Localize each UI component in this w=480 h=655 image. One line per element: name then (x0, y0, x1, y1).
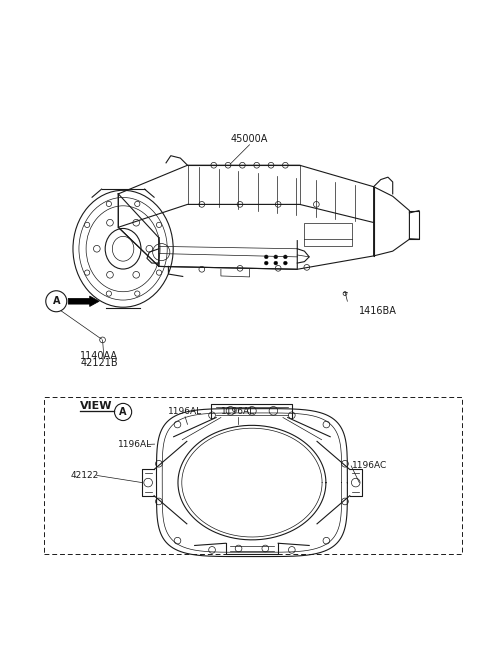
Circle shape (288, 546, 295, 553)
Circle shape (226, 407, 235, 415)
Circle shape (209, 546, 216, 553)
Circle shape (276, 202, 281, 207)
Circle shape (288, 412, 295, 419)
Circle shape (106, 291, 111, 296)
Circle shape (283, 261, 287, 265)
Circle shape (107, 271, 113, 278)
Text: 1196AL: 1196AL (168, 407, 202, 416)
Text: VIEW: VIEW (80, 401, 113, 411)
Circle shape (133, 271, 140, 278)
Circle shape (107, 219, 113, 226)
Circle shape (135, 291, 140, 296)
Circle shape (283, 255, 287, 259)
Circle shape (144, 478, 153, 487)
Text: 45000A: 45000A (231, 134, 268, 143)
Circle shape (106, 201, 111, 206)
Circle shape (211, 162, 216, 168)
FancyArrow shape (68, 296, 99, 307)
Circle shape (323, 537, 330, 544)
Circle shape (209, 412, 216, 419)
Text: A: A (120, 407, 127, 417)
Circle shape (274, 255, 278, 259)
Circle shape (156, 460, 162, 467)
Circle shape (304, 265, 310, 271)
Circle shape (343, 291, 347, 295)
Circle shape (264, 261, 268, 265)
Text: 42121B: 42121B (80, 358, 118, 368)
Circle shape (274, 261, 278, 265)
Circle shape (237, 202, 243, 207)
Circle shape (323, 421, 330, 428)
Circle shape (84, 222, 90, 227)
Circle shape (342, 460, 348, 467)
Circle shape (94, 246, 100, 252)
Circle shape (156, 222, 162, 227)
Bar (304, 223, 352, 246)
Text: A: A (52, 296, 60, 307)
Circle shape (262, 545, 269, 552)
Text: 1196AL: 1196AL (220, 407, 255, 416)
Circle shape (254, 162, 260, 168)
Circle shape (269, 407, 278, 415)
Circle shape (133, 219, 140, 226)
Circle shape (240, 162, 245, 168)
Circle shape (225, 162, 231, 168)
Circle shape (313, 202, 319, 207)
Text: 1416BA: 1416BA (360, 306, 397, 316)
Circle shape (199, 267, 204, 272)
Circle shape (199, 202, 204, 207)
Circle shape (268, 162, 274, 168)
Text: 1196AL: 1196AL (118, 440, 153, 449)
Text: 1196AC: 1196AC (352, 461, 387, 470)
Circle shape (342, 498, 348, 505)
Circle shape (156, 270, 162, 275)
Circle shape (174, 537, 181, 544)
Circle shape (248, 407, 256, 415)
Circle shape (235, 545, 242, 552)
Bar (44, 397, 462, 554)
Circle shape (156, 498, 162, 505)
Text: 42122: 42122 (71, 471, 99, 480)
Circle shape (84, 270, 90, 275)
Circle shape (264, 255, 268, 259)
Text: 1140AA: 1140AA (80, 351, 118, 361)
Circle shape (351, 478, 360, 487)
Circle shape (146, 246, 153, 252)
Circle shape (276, 265, 281, 271)
Circle shape (282, 162, 288, 168)
Circle shape (174, 421, 181, 428)
Circle shape (135, 201, 140, 206)
Circle shape (237, 265, 243, 271)
